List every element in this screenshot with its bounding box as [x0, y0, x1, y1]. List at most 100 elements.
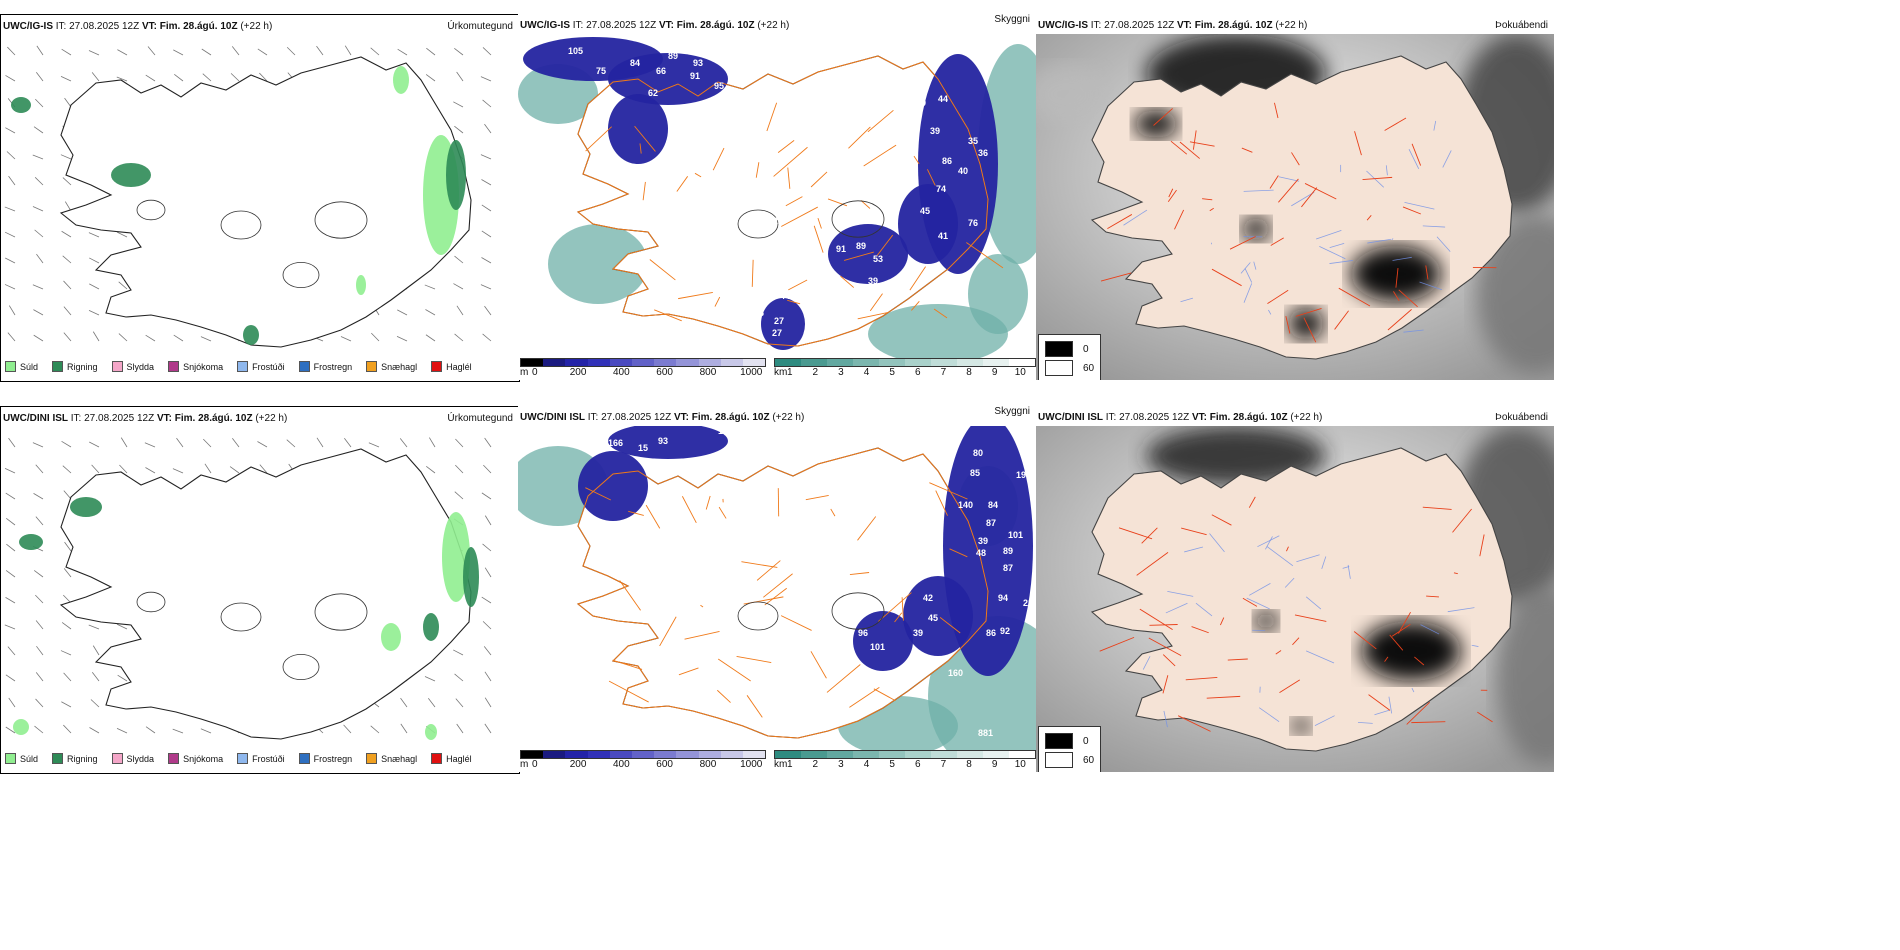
cloud-base-label: 93: [693, 58, 703, 68]
colorbar-swatch: [905, 751, 931, 758]
colorbar-swatch: [957, 359, 983, 366]
cloud-base-label: 62: [648, 88, 658, 98]
cloud-base-label: 96: [688, 104, 698, 114]
cloud-base-label: 101: [870, 642, 885, 652]
cloud-base-label: 93: [658, 436, 668, 446]
panel-header: UWC/IG-IS IT: 27.08.2025 12Z VT: Fim. 28…: [3, 21, 273, 32]
colorbar-tick: 4: [863, 759, 870, 770]
legend-item: Haglél: [431, 753, 472, 764]
colorbar-swatch: [853, 359, 879, 366]
colorbar-swatch: [609, 751, 632, 758]
legend-item: Snjókoma: [168, 753, 223, 764]
fog-legend: 0 60: [1038, 726, 1102, 772]
cloud-base-label: 27: [774, 316, 784, 326]
colorbar-swatch: [957, 751, 983, 758]
cloud-base-label: 22: [773, 216, 783, 226]
panel-title: Úrkomutegund: [447, 413, 513, 424]
legend-swatch: [168, 361, 180, 372]
cloud-base-label: 86: [986, 628, 996, 638]
cloud-base-label: 95: [714, 81, 724, 91]
precip-legend: Súld Rigning Slydda Snjókoma Frostúði Frostre…: [5, 361, 472, 372]
cloud-base-label: 92: [1000, 626, 1010, 636]
colorbar-tick: 8: [966, 367, 972, 378]
cloud-base-label: 101: [1008, 530, 1023, 540]
cloud-base-label: 84: [988, 500, 998, 510]
colorbar-unit: km: [774, 367, 788, 378]
legend-swatch: [298, 753, 310, 764]
legend-label: Frostúði: [252, 361, 285, 372]
colorbar-swatch: [879, 751, 905, 758]
legend-swatch: [298, 361, 310, 372]
fog-map: [1036, 34, 1554, 380]
colorbar-tick: 8: [966, 759, 972, 770]
colorbar-swatch: [587, 359, 610, 366]
cloud-base-label: 166: [608, 438, 623, 448]
fog-map-svg: [1036, 426, 1554, 772]
colorbar-tick: 2: [812, 759, 819, 770]
colorbar-tick: 5: [889, 367, 895, 378]
cloud-base-label: 103: [718, 426, 733, 436]
precip-panel-bottom: UWC/DINI ISL IT: 27.08.2025 12Z VT: Fim.…: [0, 406, 520, 774]
legend-swatch: [52, 753, 64, 764]
legend-swatch: [111, 361, 123, 372]
colorbar-swatch: [742, 751, 766, 758]
cloud-base-label: 41: [938, 231, 948, 241]
fog-legend-row: 0: [1045, 341, 1094, 357]
legend-swatch: [5, 361, 16, 372]
cloud-base-label: 45: [928, 613, 938, 623]
colorbar-swatch: [775, 751, 801, 758]
colorbar-swatch: [853, 751, 879, 758]
fog-legend-swatch: [1045, 360, 1073, 376]
cloud-base-label: 48: [976, 548, 986, 558]
colorbar-swatch: [521, 751, 544, 758]
legend-swatch: [168, 753, 180, 764]
legend-item: Frostregn: [298, 361, 352, 372]
legend-item: Frostúði: [237, 753, 285, 764]
cloud-base-label: 140: [958, 500, 973, 510]
colorbar-strip: [774, 750, 1036, 759]
legend-swatch: [366, 361, 378, 372]
colorbar-tick: 600: [656, 367, 673, 378]
legend-item: Haglél: [431, 361, 472, 372]
fog-legend-row: 60: [1045, 360, 1094, 376]
cloud-base-label: 66: [656, 66, 666, 76]
colorbar-swatch: [879, 359, 905, 366]
fog-legend-value: 60: [1083, 754, 1095, 766]
colorbar-tick: 0: [531, 367, 538, 378]
cloud-panel-bottom: UWC/DINI ISL IT: 27.08.2025 12Z VT: Fim.…: [518, 406, 1036, 772]
colorbar-tick: 9: [991, 759, 998, 770]
cloud-base-label: 160: [948, 668, 963, 678]
fog-map-svg: [1036, 34, 1554, 380]
cloud-base-label: 36: [978, 148, 988, 158]
colorbar-swatch: [720, 751, 743, 758]
legend-label: Slydda: [126, 753, 155, 764]
fog-legend-value: 0: [1083, 735, 1089, 747]
cloud-base-label: 87: [986, 518, 996, 528]
legend-item: Súld: [5, 753, 38, 764]
panel-header: UWC/IG-IS IT: 27.08.2025 12Z VT: Fim. 28…: [1038, 20, 1308, 31]
cloud-base-label: 39: [913, 628, 923, 638]
cloud-base-label: 105: [568, 46, 583, 56]
cloud-base-label: 35: [968, 136, 978, 146]
legend-swatch: [237, 753, 249, 764]
cloud-base-label: 89: [668, 51, 678, 61]
cloud-base-label: 96: [858, 628, 868, 638]
colorbar-tick: 1000: [740, 367, 763, 378]
colorbar-tick: 10: [1014, 759, 1026, 770]
legend-item: Rigning: [52, 753, 98, 764]
colorbar-tick: 6: [915, 367, 921, 378]
colorbar-tick: 800: [699, 759, 717, 770]
colorbar-tick: 3: [838, 367, 844, 378]
fog-legend-row: 0: [1045, 733, 1094, 749]
cloud-base-label: 44: [780, 291, 790, 301]
colorbar-tick: 200: [569, 367, 587, 378]
colorbar-tick: 400: [613, 367, 630, 378]
fog-legend-row: 60: [1045, 752, 1094, 768]
colorbar-swatch: [801, 359, 827, 366]
colorbar-swatch: [983, 359, 1009, 366]
visibility-colorbar: km 1 2 3 4 5 6 7 8 9 10: [774, 750, 1036, 771]
legend-item: Snæhagl: [366, 361, 417, 372]
colorbar-tick: 400: [613, 759, 630, 770]
cloud-base-label: 85: [970, 468, 980, 478]
